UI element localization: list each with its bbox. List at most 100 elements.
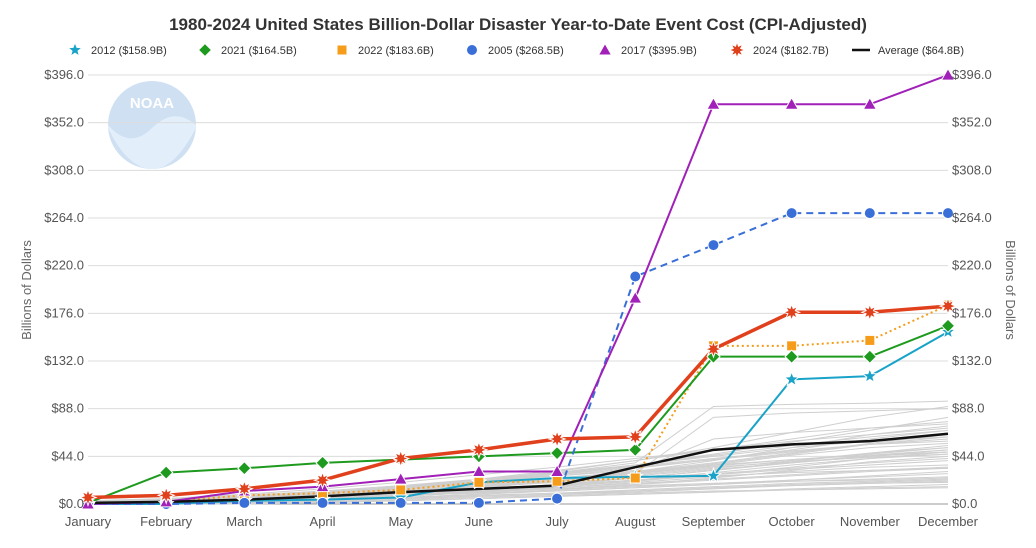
x-tick-label: June <box>465 514 493 529</box>
data-point-2024 <box>703 339 724 359</box>
data-point-2017 <box>471 463 487 477</box>
data-point-2024 <box>860 302 880 322</box>
x-tick-label: July <box>546 514 570 529</box>
data-point-2012 <box>861 367 879 384</box>
data-point-2017 <box>393 471 409 485</box>
legend[interactable]: 2012 ($158.9B) 2021 ($164.5B) 2022 ($183.6… <box>66 40 964 60</box>
y-tick-label-left: $44.0 <box>51 448 84 463</box>
legend-symbol <box>66 41 84 58</box>
series-line-average <box>87 432 949 505</box>
data-point-2005 <box>863 207 876 220</box>
data-point-2005 <box>472 496 485 509</box>
legend-label: 2021 ($164.5B) <box>221 45 297 57</box>
data-point-2021 <box>940 318 956 333</box>
chart-title: 1980-2024 United States Billion-Dollar D… <box>169 15 867 34</box>
legend-item-2012[interactable]: 2012 ($158.9B) <box>66 41 167 58</box>
y-tick-label-left: $352.0 <box>44 115 84 130</box>
y-tick-label-left: $0.0 <box>59 496 84 511</box>
data-point-2021 <box>315 455 330 471</box>
legend-item-2024[interactable]: 2024 ($182.7B) <box>727 40 829 60</box>
x-tick-label: August <box>615 514 656 529</box>
y-tick-label-left: $88.0 <box>51 401 84 416</box>
legend-label: 2024 ($182.7B) <box>753 45 829 57</box>
legend-item-2021[interactable]: 2021 ($164.5B) <box>197 42 297 58</box>
legend-symbol <box>466 44 478 56</box>
y-tick-label-right: $396.0 <box>952 67 992 82</box>
y-axis-label-right: Billions of Dollars <box>1003 240 1018 340</box>
x-tick-label: March <box>226 514 262 529</box>
series-line-2012 <box>88 330 949 505</box>
data-point-2021 <box>862 349 878 364</box>
data-point-2017 <box>706 96 721 110</box>
x-tick-label: May <box>388 514 413 529</box>
legend-item-average[interactable]: Average ($64.8B) <box>852 45 964 57</box>
legend-label: 2005 ($268.5B) <box>488 45 564 57</box>
x-tick-label: December <box>918 514 979 529</box>
y-axis-label-left: Billions of Dollars <box>19 240 34 340</box>
data-point-2021 <box>628 442 643 458</box>
data-point-2022 <box>864 334 876 346</box>
data-point-2005 <box>551 492 564 505</box>
y-tick-label-left: $220.0 <box>44 258 84 273</box>
data-point-2022 <box>551 475 563 487</box>
data-point-2005 <box>394 496 407 509</box>
noaa-logo: NOAA <box>108 81 196 170</box>
data-point-2005 <box>238 496 251 509</box>
series-lines <box>87 74 949 505</box>
y-tick-label-right: $264.0 <box>952 210 992 225</box>
y-tick-label-left: $264.0 <box>44 210 84 225</box>
legend-item-2017[interactable]: 2017 ($395.9B) <box>597 42 697 58</box>
data-point-2017 <box>627 290 643 304</box>
data-point-2022 <box>786 340 798 352</box>
legend-label: Average ($64.8B) <box>878 45 964 57</box>
data-point-2021 <box>158 465 174 480</box>
data-point-2017 <box>549 463 565 477</box>
y-tick-label-right: $44.0 <box>952 448 985 463</box>
historical-year-line <box>87 406 949 503</box>
y-tick-label-left: $396.0 <box>44 67 84 82</box>
data-point-2017 <box>784 96 799 110</box>
historical-year-line <box>88 486 949 505</box>
data-point-2024 <box>782 302 802 322</box>
data-point-2005 <box>316 496 329 509</box>
data-point-2012 <box>704 466 722 484</box>
data-point-2024 <box>391 449 411 468</box>
data-point-2012 <box>783 370 801 387</box>
y-tick-label-right: $88.0 <box>952 401 985 416</box>
data-point-2024 <box>469 440 489 460</box>
series-markers <box>78 67 958 512</box>
legend-symbol <box>727 40 747 60</box>
series-line-2017 <box>87 74 949 505</box>
data-point-2024 <box>313 470 332 490</box>
data-point-2024 <box>547 429 567 449</box>
legend-symbol <box>197 42 213 58</box>
data-point-2021 <box>237 461 252 476</box>
y-tick-label-right: $176.0 <box>952 305 992 320</box>
x-tick-label: November <box>840 514 901 529</box>
y-tick-label-left: $308.0 <box>44 162 84 177</box>
noaa-logo-text: NOAA <box>130 95 174 112</box>
legend-label: 2012 ($158.9B) <box>91 45 167 57</box>
data-point-2005 <box>942 207 954 220</box>
historical-year-lines <box>87 400 949 505</box>
x-axis-ticks: January February March April May June July Augu… <box>65 514 979 529</box>
data-point-2022 <box>473 476 485 488</box>
series-line-2021 <box>87 324 949 504</box>
legend-symbol <box>336 44 348 56</box>
legend-label: 2022 ($183.6B) <box>358 45 434 57</box>
y-tick-label-right: $220.0 <box>952 258 992 273</box>
legend-item-2005[interactable]: 2005 ($268.5B) <box>466 44 564 58</box>
data-point-2005 <box>785 207 798 220</box>
legend-symbol <box>597 42 613 56</box>
data-point-2022 <box>629 472 641 484</box>
data-point-2017 <box>862 96 878 110</box>
data-point-2024 <box>156 485 176 505</box>
legend-item-2022[interactable]: 2022 ($183.6B) <box>336 44 434 57</box>
y-axis-right-ticks: $0.0 $44.0 $88.0 $132.0 $176.0 $220.0 $264.0 $3… <box>952 67 992 511</box>
data-point-2021 <box>784 349 799 364</box>
y-tick-label-left: $132.0 <box>44 353 84 368</box>
x-tick-label: September <box>682 514 746 529</box>
y-tick-label-left: $176.0 <box>44 305 84 320</box>
y-axis-left-ticks: $0.0 $44.0 $88.0 $132.0 $176.0 $220.0 $264.0 $3… <box>44 67 84 511</box>
